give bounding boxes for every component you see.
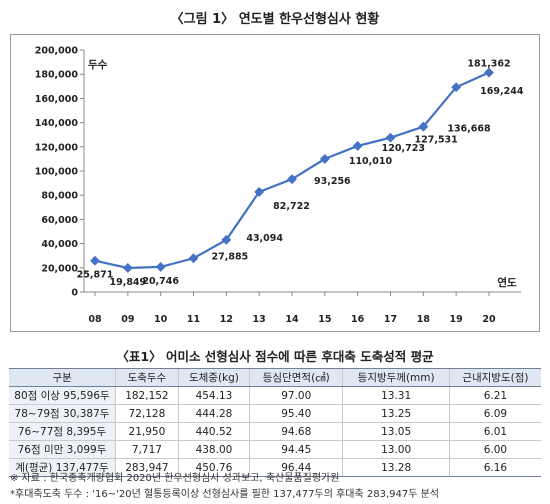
- x-tick-label: 18: [417, 314, 431, 325]
- chart-svg: 0 20,000 40,000 60,000 80,000 100,000 120,000 1…: [35, 46, 524, 326]
- cell-carcass-weight: 438.00: [177, 440, 250, 459]
- series-line: [94, 71, 490, 270]
- data-point: [385, 132, 396, 143]
- table-header-row: 구분 도축두수 도체중(kg) 등심단면적(㎠) 등지방두께(mm) 근내지방도…: [9, 368, 541, 387]
- cell-slaughter-count: 283,947: [115, 458, 179, 477]
- x-tick-label: 08: [88, 314, 102, 325]
- data-label: 181,362: [467, 59, 510, 70]
- cell-carcass-weight: 444.28: [177, 404, 250, 423]
- table-row: 78~79점 30,387두 72,128 444.28 95.40 13.25…: [9, 404, 541, 423]
- data-label: 43,094: [246, 233, 283, 244]
- x-tick-label: 13: [253, 314, 266, 325]
- y-tick-label: 80,000: [41, 191, 78, 202]
- data-label: 27,885: [212, 251, 249, 262]
- data-label: 20,746: [142, 276, 179, 287]
- data-label: 19,849: [109, 277, 146, 288]
- x-tick-label: 14: [285, 314, 299, 325]
- data-label: 136,668: [447, 124, 491, 135]
- y-tick-label: 140,000: [35, 118, 79, 129]
- row-label: 80점 이상 95,596두: [9, 386, 116, 405]
- slaughter-results-table: 구분 도축두수 도체중(kg) 등심단면적(㎠) 등지방두께(mm) 근내지방도…: [9, 368, 541, 477]
- y-tick-label: 160,000: [35, 94, 79, 105]
- cell-marbling-score: 6.00: [448, 440, 541, 459]
- source-note: ※ 자료 : 한국종축개량협회 2020년 한우선형심사 성과보고, 축산물품질…: [10, 473, 340, 484]
- y-tick-label: 0: [71, 288, 78, 299]
- line-chart: 0 20,000 40,000 60,000 80,000 100,000 120,000 1…: [10, 34, 540, 332]
- row-label: 76~77점 8,395두: [9, 422, 116, 441]
- x-tick-label: 19: [450, 314, 463, 325]
- x-tick-label: 16: [351, 314, 365, 325]
- cell-loin-eye-area: 94.45: [249, 440, 343, 459]
- footnote: *후대축도축 두수 : '16~'20년 혈통등록이상 선형심사를 필한 137…: [10, 489, 439, 500]
- figure-title: 〈그림 1〉 연도별 한우선형심사 현황: [170, 12, 380, 27]
- y-tick-label: 200,000: [35, 46, 79, 57]
- cell-slaughter-count: 21,950: [115, 422, 179, 441]
- data-point: [319, 153, 330, 164]
- header-backfat-thickness: 등지방두께(mm): [342, 368, 450, 387]
- cell-loin-eye-area: 96.44: [249, 458, 343, 477]
- data-point: [90, 255, 100, 266]
- cell-carcass-weight: 450.76: [177, 458, 250, 477]
- x-tick-label: 20: [482, 314, 496, 325]
- cell-loin-eye-area: 94.68: [249, 422, 343, 441]
- cell-carcass-weight: 454.13: [177, 386, 250, 405]
- data-point: [221, 234, 232, 245]
- data-point: [352, 140, 363, 151]
- data-label: 25,871: [77, 270, 114, 281]
- table-title: 〈표1〉 어미소 선형심사 점수에 따른 후대축 도축성적 평균: [116, 349, 434, 364]
- data-point: [287, 174, 297, 185]
- cell-marbling-score: 6.01: [448, 422, 541, 441]
- y-tick-label: 120,000: [35, 142, 79, 153]
- data-label: 169,244: [480, 86, 524, 97]
- row-label: 78~79점 30,387두: [9, 404, 116, 423]
- cell-loin-eye-area: 95.40: [249, 404, 343, 423]
- y-tick-label: 40,000: [41, 239, 78, 250]
- cell-backfat-thickness: 13.25: [342, 404, 450, 423]
- cell-backfat-thickness: 13.28: [342, 458, 450, 477]
- data-label: 93,256: [314, 176, 351, 187]
- header-slaughter-count: 도축두수: [115, 368, 179, 387]
- row-label: 계(평균) 137,477두: [9, 458, 116, 477]
- data-point: [155, 261, 166, 272]
- data-point: [122, 263, 133, 273]
- y-axis-title: 두수: [88, 59, 108, 71]
- cell-loin-eye-area: 97.00: [249, 386, 343, 405]
- data-label: 127,531: [415, 135, 458, 146]
- x-tick-label: 17: [384, 314, 397, 325]
- x-tick-label: 12: [220, 314, 233, 325]
- table-row-total: 계(평균) 137,477두 283,947 450.76 96.44 13.2…: [9, 458, 541, 477]
- header-carcass-weight: 도체중(kg): [177, 368, 250, 387]
- y-tick-label: 180,000: [35, 70, 79, 81]
- y-tick-label: 20,000: [41, 263, 78, 274]
- data-label: 120,723: [382, 143, 425, 154]
- cell-slaughter-count: 72,128: [115, 404, 179, 423]
- cell-marbling-score: 6.21: [448, 386, 541, 405]
- header-marbling-score: 근내지방도(점): [448, 368, 541, 387]
- x-tick-label: 15: [318, 314, 331, 325]
- row-label: 76점 미만 3,099두: [9, 440, 116, 459]
- x-axis-title: 연도: [497, 276, 517, 289]
- cell-carcass-weight: 440.52: [177, 422, 250, 441]
- header-loin-eye-area: 등심단면적(㎠): [249, 368, 343, 387]
- data-point: [254, 186, 265, 197]
- cell-slaughter-count: 182,152: [115, 386, 179, 405]
- header-category: 구분: [9, 368, 116, 387]
- data-label: 82,722: [273, 201, 310, 212]
- data-label: 110,010: [349, 156, 393, 167]
- x-tick-label: 11: [187, 314, 200, 325]
- table-row: 80점 이상 95,596두 182,152 454.13 97.00 13.3…: [9, 386, 541, 405]
- table-row: 76점 미만 3,099두 7,717 438.00 94.45 13.00 6…: [9, 440, 541, 459]
- cell-marbling-score: 6.16: [448, 458, 541, 477]
- x-tick-label: 09: [121, 314, 134, 325]
- cell-backfat-thickness: 13.31: [342, 386, 450, 405]
- cell-marbling-score: 6.09: [448, 404, 541, 423]
- cell-backfat-thickness: 13.00: [342, 440, 450, 459]
- cell-backfat-thickness: 13.05: [342, 422, 450, 441]
- cell-slaughter-count: 7,717: [115, 440, 179, 459]
- x-tick-label: 10: [154, 314, 168, 325]
- data-point: [188, 253, 199, 264]
- table-row: 76~77점 8,395두 21,950 440.52 94.68 13.05 …: [9, 422, 541, 441]
- y-tick-label: 60,000: [41, 215, 78, 226]
- y-tick-label: 100,000: [35, 167, 79, 178]
